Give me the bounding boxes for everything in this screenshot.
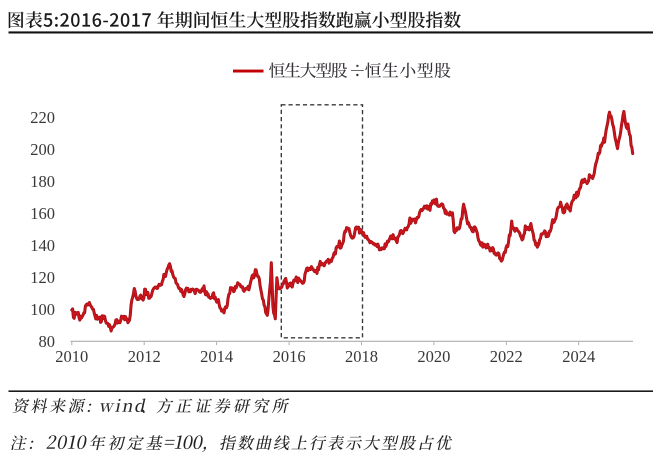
- svg-text:200: 200: [30, 140, 55, 159]
- svg-text:2014: 2014: [200, 347, 233, 366]
- svg-text:2022: 2022: [490, 347, 523, 366]
- svg-text:2010: 2010: [55, 347, 88, 366]
- svg-text:160: 160: [30, 204, 55, 223]
- svg-text:120: 120: [30, 268, 55, 287]
- svg-text:2016: 2016: [273, 347, 306, 366]
- svg-text:2020: 2020: [417, 347, 450, 366]
- svg-text:220: 220: [30, 108, 55, 127]
- svg-text:80: 80: [39, 332, 56, 351]
- svg-text:180: 180: [30, 172, 55, 191]
- svg-text:100: 100: [30, 300, 55, 319]
- svg-text:2012: 2012: [128, 347, 161, 366]
- svg-text:2018: 2018: [345, 347, 378, 366]
- svg-text:140: 140: [30, 236, 55, 255]
- svg-text:2024: 2024: [562, 347, 595, 366]
